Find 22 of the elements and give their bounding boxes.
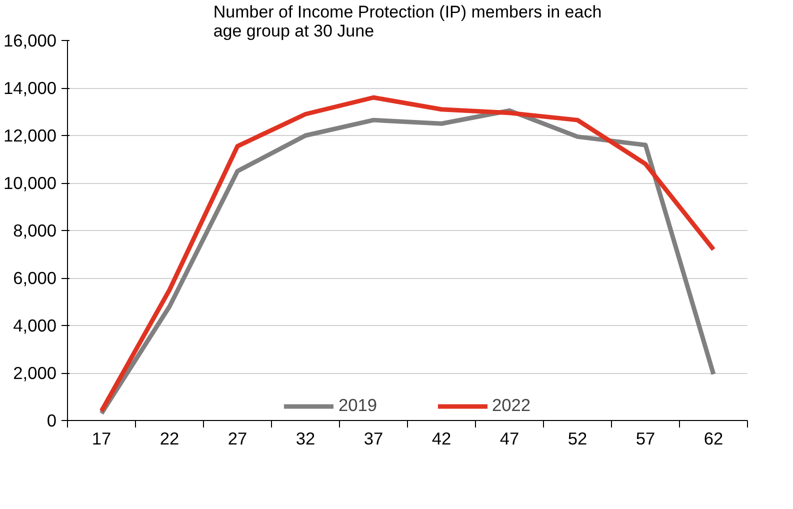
y-tick-label: 2,000 [13, 363, 57, 383]
x-tick-label: 22 [160, 428, 180, 448]
y-tick-label: 14,000 [4, 78, 56, 98]
y-tick-label: 8,000 [13, 220, 57, 240]
y-tick-label: 0 [46, 410, 57, 430]
x-tick-label: 57 [636, 428, 656, 448]
x-tick-label: 27 [228, 428, 248, 448]
x-tick-label: 17 [92, 428, 112, 448]
x-tick-label: 52 [568, 428, 588, 448]
legend-label: 2022 [492, 395, 531, 416]
legend-label: 2019 [338, 395, 377, 416]
chart-title: Number of Income Protection (IP) members in each age group at 30 June [213, 2, 602, 40]
y-tick-label: 16,000 [4, 30, 56, 50]
x-tick-label: 47 [500, 428, 520, 448]
y-tick-label: 6,000 [13, 268, 57, 288]
y-tick-label: 10,000 [4, 173, 56, 193]
x-tick-label: 62 [704, 428, 724, 448]
x-tick-label: 42 [432, 428, 452, 448]
y-tick-label: 4,000 [13, 316, 57, 336]
y-tick-label: 12,000 [4, 126, 56, 146]
x-tick-label: 37 [364, 428, 384, 448]
x-tick-label: 32 [296, 428, 316, 448]
